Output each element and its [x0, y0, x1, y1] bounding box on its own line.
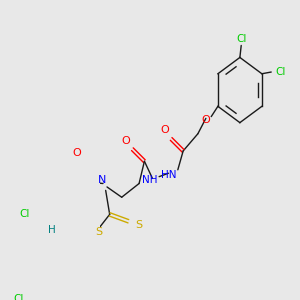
Text: H: H — [48, 225, 56, 235]
Text: N: N — [98, 175, 106, 185]
Text: S: S — [136, 220, 142, 230]
Text: O: O — [72, 148, 81, 158]
Text: S: S — [95, 226, 103, 236]
Text: Cl: Cl — [13, 294, 23, 300]
Text: Cl: Cl — [19, 209, 29, 219]
Text: HN: HN — [161, 170, 176, 180]
Text: Cl: Cl — [275, 67, 286, 77]
Text: NH: NH — [142, 175, 158, 185]
Text: O: O — [160, 125, 169, 135]
Text: O: O — [202, 115, 210, 125]
Text: Cl: Cl — [236, 34, 246, 44]
Text: O: O — [121, 136, 130, 146]
